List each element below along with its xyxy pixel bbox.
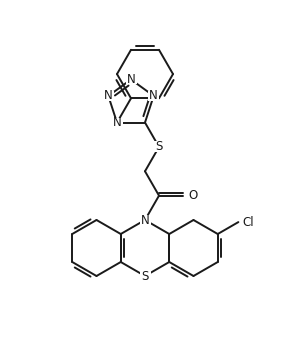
Text: N: N: [104, 89, 113, 102]
Text: N: N: [149, 89, 158, 102]
Text: S: S: [141, 270, 149, 282]
Text: O: O: [188, 189, 197, 202]
Text: Cl: Cl: [242, 216, 254, 229]
Bar: [153, 142, 164, 153]
Bar: [139, 215, 151, 226]
Text: S: S: [155, 140, 163, 153]
Bar: [139, 271, 151, 282]
Text: N: N: [127, 73, 135, 86]
Bar: [111, 118, 122, 128]
Text: N: N: [141, 213, 149, 227]
Bar: [126, 74, 137, 84]
Bar: [103, 91, 114, 101]
Text: N: N: [113, 116, 122, 129]
Bar: [148, 91, 159, 101]
